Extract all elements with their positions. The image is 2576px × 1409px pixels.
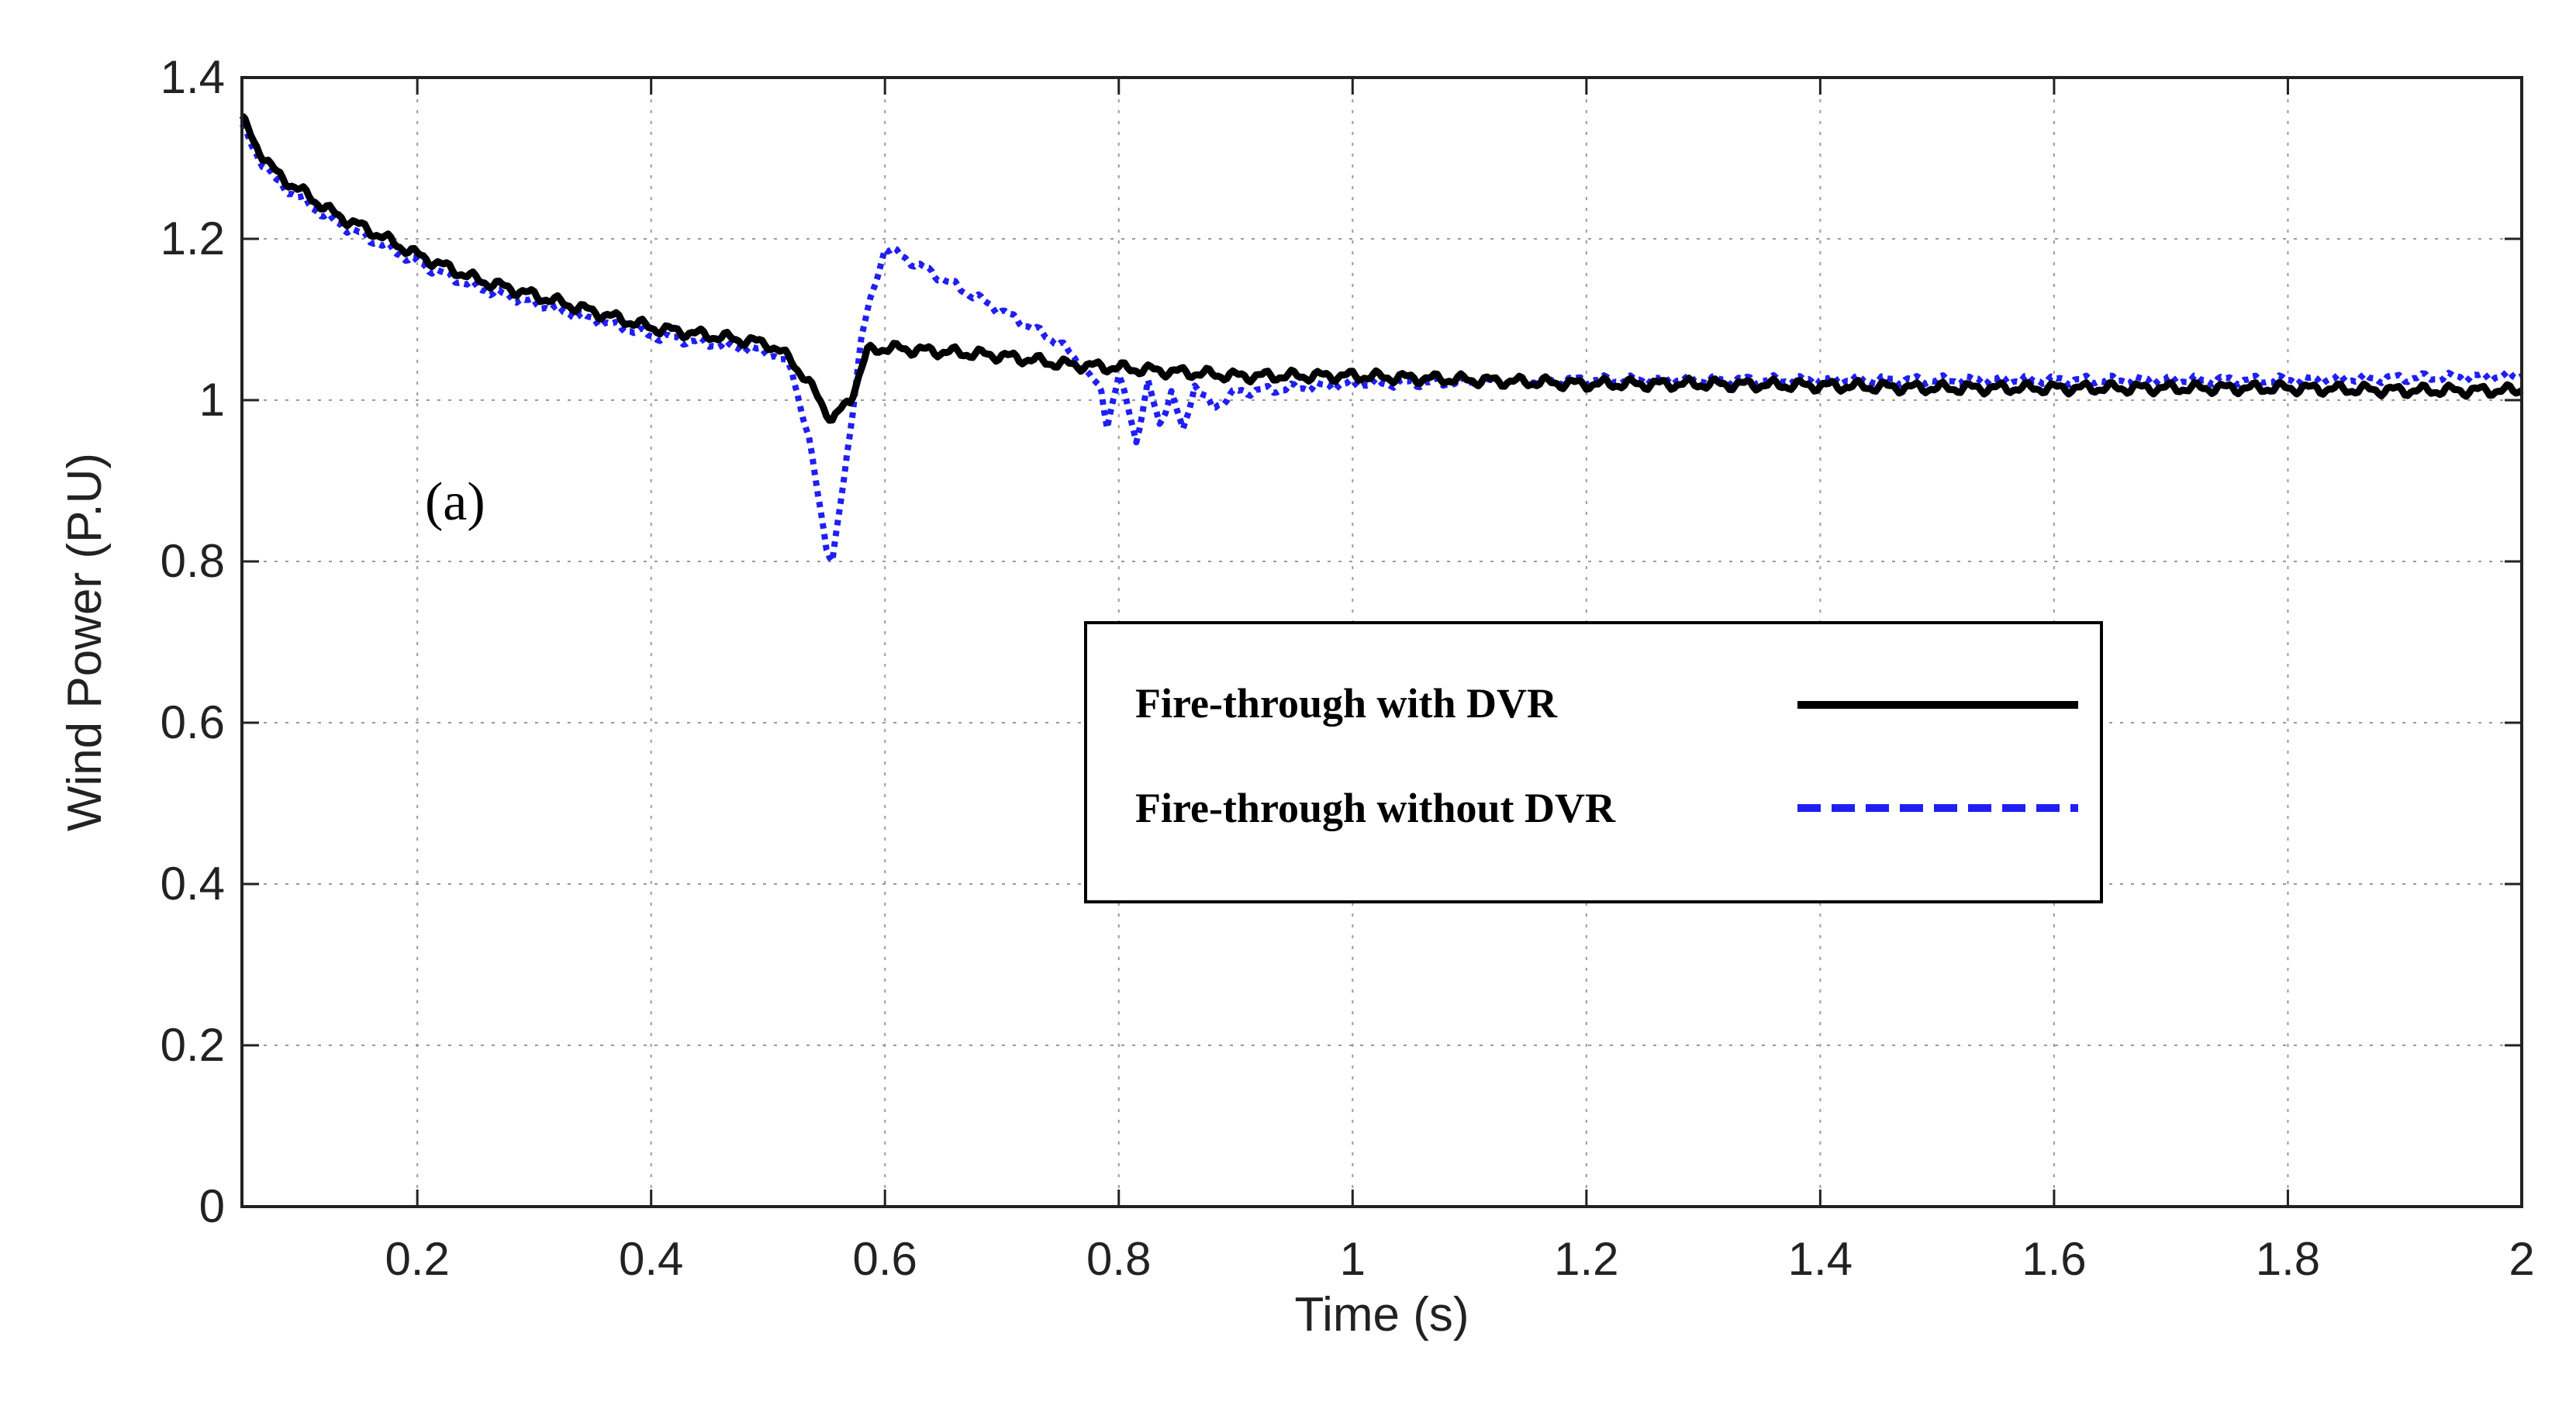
y-tick-label: 1.2: [161, 212, 225, 264]
y-tick-label: 0: [199, 1180, 225, 1232]
y-tick-label: 1: [199, 374, 225, 426]
y-tick-label: 0.6: [161, 696, 225, 748]
series-line-with-dvr: [239, 112, 2524, 424]
tick-labels: 0.2 0.4 0.6 0.8 1 1.2 1.4 1.6 1.8 2 0 0.2 0.4 0.6 0.8 1…: [161, 51, 2535, 1285]
x-tick-label: 2: [2509, 1233, 2534, 1285]
x-axis-title: Time (s): [1295, 1288, 1469, 1342]
x-tick-label: 0.6: [853, 1233, 917, 1285]
x-tick-label: 1.8: [2256, 1233, 2320, 1285]
x-tick-label: 0.4: [619, 1233, 683, 1285]
legend-label-with-dvr: Fire-through with DVR: [1135, 680, 1558, 727]
series-lines: [239, 112, 2524, 565]
x-tick-label: 1.4: [1788, 1233, 1853, 1285]
plot-frame: [240, 76, 2523, 1208]
x-tick-label: 1.6: [2022, 1233, 2086, 1285]
y-tick-label: 0.2: [161, 1019, 225, 1071]
x-tick-label: 1.2: [1554, 1233, 1618, 1285]
legend: Fire-through with DVR Fire-through witho…: [1084, 621, 2103, 903]
x-tick-label: 0.2: [385, 1233, 449, 1285]
x-tick-label: 0.8: [1086, 1233, 1151, 1285]
legend-box: [1084, 621, 2103, 903]
y-tick-label: 0.8: [161, 535, 225, 587]
panel-label: (a): [425, 472, 485, 532]
y-tick-label: 1.4: [161, 51, 225, 103]
legend-label-without-dvr: Fire-through without DVR: [1135, 785, 1616, 831]
x-tick-label: 1: [1340, 1233, 1366, 1285]
y-axis-title: Wind Power (P.U): [58, 453, 112, 831]
axis-ticks: [242, 76, 2523, 1208]
y-tick-label: 0.4: [161, 858, 225, 910]
series-line-without-dvr: [239, 122, 2523, 565]
